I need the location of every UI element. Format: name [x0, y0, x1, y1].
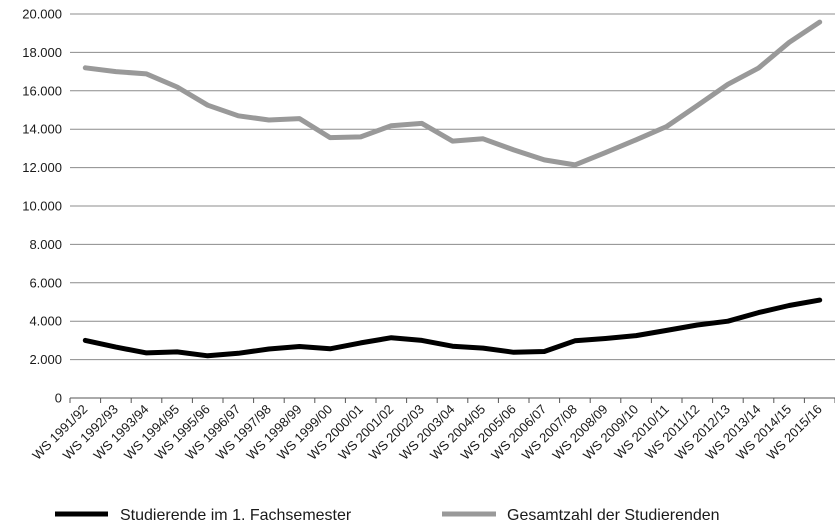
- data-point: [511, 147, 516, 152]
- y-tick-label: 2.000: [29, 352, 62, 367]
- y-tick-label: 12.000: [22, 160, 62, 175]
- data-point: [175, 349, 180, 354]
- data-point: [572, 162, 577, 167]
- data-point: [358, 340, 363, 345]
- data-point: [450, 344, 455, 349]
- data-point: [481, 136, 486, 141]
- data-point: [175, 84, 180, 89]
- data-point: [542, 157, 547, 162]
- data-point: [297, 344, 302, 349]
- data-point: [511, 350, 516, 355]
- data-point: [787, 303, 792, 308]
- data-point: [236, 113, 241, 118]
- data-point: [634, 137, 639, 142]
- data-point: [787, 40, 792, 45]
- data-point: [389, 123, 394, 128]
- data-point: [542, 349, 547, 354]
- y-tick-label: 0: [55, 391, 62, 406]
- data-point: [113, 345, 118, 350]
- data-point: [725, 82, 730, 87]
- data-point: [266, 117, 271, 122]
- data-point: [83, 338, 88, 343]
- x-axis-tick-marks: [69, 398, 835, 403]
- data-point: [817, 298, 822, 303]
- data-point: [144, 350, 149, 355]
- series-lines: [82, 19, 823, 359]
- series-line-2: [82, 19, 823, 168]
- data-point: [358, 134, 363, 139]
- data-point: [419, 121, 424, 126]
- data-point: [664, 328, 669, 333]
- y-axis-ticks: 0 2.000 4.000 6.000 8.000 10.000 12.000 14.000 1…: [22, 7, 62, 406]
- data-point: [328, 135, 333, 140]
- data-point: [695, 323, 700, 328]
- gridlines: [70, 13, 835, 399]
- y-tick-label: 20.000: [22, 7, 62, 22]
- data-point: [634, 333, 639, 338]
- legend: Studierende im 1. Fachsemester Gesamtzah…: [55, 507, 720, 524]
- data-point: [817, 20, 822, 25]
- y-tick-label: 14.000: [22, 122, 62, 137]
- legend-label-series-1: Studierende im 1. Fachsemester: [120, 507, 352, 524]
- data-point: [603, 336, 608, 341]
- data-point: [756, 310, 761, 315]
- data-point: [725, 319, 730, 324]
- data-point: [603, 150, 608, 155]
- data-point: [266, 347, 271, 352]
- y-tick-label: 16.000: [22, 83, 62, 98]
- y-tick-label: 6.000: [29, 275, 62, 290]
- data-point: [236, 351, 241, 356]
- y-tick-label: 18.000: [22, 45, 62, 60]
- y-tick-label: 10.000: [22, 199, 62, 214]
- data-point: [419, 338, 424, 343]
- legend-label-series-2: Gesamtzahl der Studierenden: [507, 507, 720, 524]
- data-point: [481, 346, 486, 351]
- data-point: [205, 353, 210, 358]
- data-point: [572, 338, 577, 343]
- y-tick-label: 8.000: [29, 237, 62, 252]
- data-point: [389, 335, 394, 340]
- data-point: [664, 124, 669, 129]
- y-tick-label: 4.000: [29, 314, 62, 329]
- data-point: [695, 103, 700, 108]
- data-point: [756, 66, 761, 71]
- data-point: [205, 103, 210, 108]
- data-point: [450, 139, 455, 144]
- data-point: [297, 116, 302, 121]
- data-point: [328, 346, 333, 351]
- data-point: [144, 71, 149, 76]
- data-point: [113, 69, 118, 74]
- data-point: [83, 65, 88, 70]
